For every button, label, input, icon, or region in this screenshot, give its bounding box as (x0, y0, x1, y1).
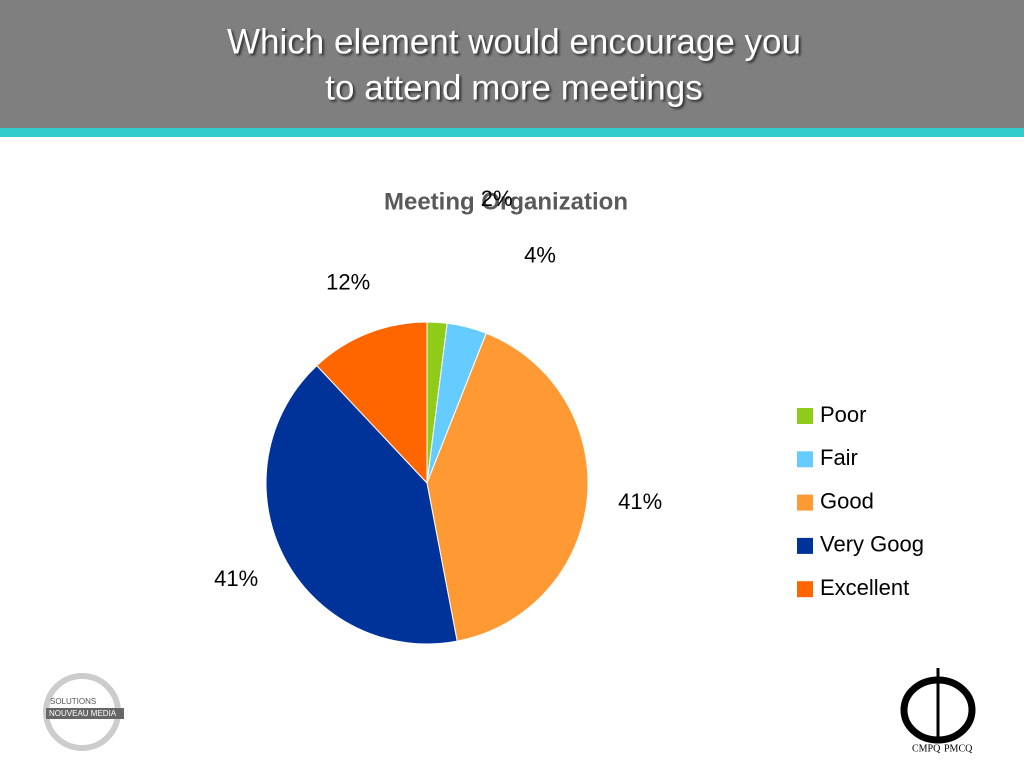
data-label: 2% (481, 186, 513, 211)
header-stripe (0, 128, 1024, 137)
header-bar (0, 0, 1024, 128)
legend-swatch (797, 408, 813, 424)
legend-swatch (797, 581, 813, 598)
legend-label: Fair (820, 445, 858, 470)
data-label: 41% (214, 566, 258, 591)
logo-text: NOUVEAU MEDIA (49, 709, 117, 718)
legend-label: Good (820, 488, 874, 513)
slide-title: to attend more meetings (325, 68, 702, 107)
data-label: 12% (326, 270, 370, 295)
legend-label: Very Goog (820, 532, 924, 557)
data-label: 4% (524, 243, 556, 268)
legend-swatch (797, 537, 813, 554)
logo-right: CMPQ PMCQ (900, 668, 976, 754)
chart-title: Meeting Organization (384, 188, 628, 215)
logo-left: SOLUTIONS NOUVEAU MEDIA (43, 673, 124, 751)
logo-box (46, 708, 124, 719)
pie-slice (426, 332, 589, 642)
legend-swatch (797, 494, 813, 511)
legend-swatch (797, 451, 813, 468)
pie-slice (265, 364, 458, 645)
legend-label: Poor (820, 402, 866, 427)
data-label: 41% (618, 489, 662, 514)
pie-slice (316, 321, 428, 485)
logo-text: PMCQ (944, 743, 973, 754)
slide-title: Which element would encourage you (227, 22, 801, 61)
logo-text: SOLUTIONS (50, 697, 96, 706)
legend-label: Excellent (820, 575, 909, 600)
logo-text: CMPQ (912, 743, 941, 754)
